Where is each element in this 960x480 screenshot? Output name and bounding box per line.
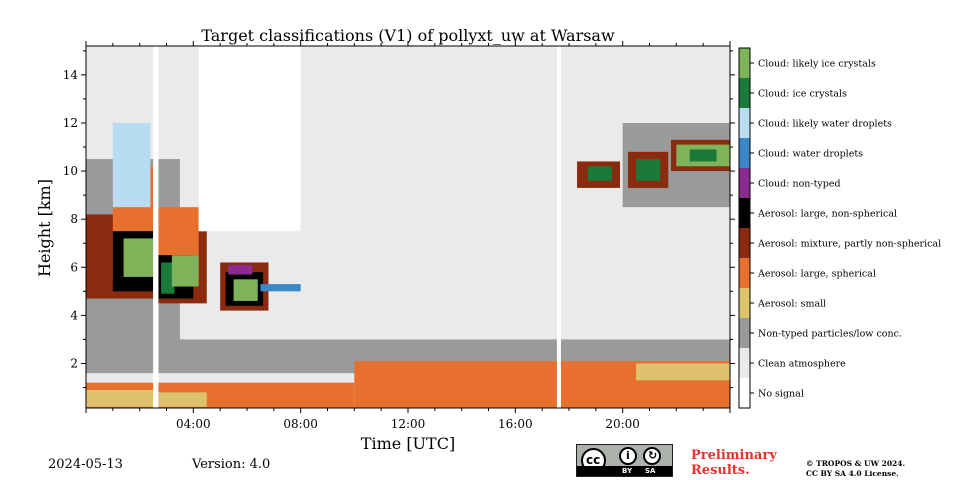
legend-label: Aerosol: mixture, partly non-spherical [757, 239, 941, 250]
y-tick-label: 2 [70, 357, 78, 371]
class-region-34 [198, 46, 301, 232]
legend-frame [738, 47, 751, 409]
footer-version: Version: 4.0 [192, 457, 271, 472]
class-region-9 [636, 363, 730, 381]
x-tick-label: 20:00 [605, 417, 640, 431]
attribution-icon: i [619, 447, 637, 465]
legend-label: Cloud: water droplets [758, 149, 863, 160]
x-tick-label: 16:00 [498, 417, 533, 431]
class-region-22 [233, 279, 258, 301]
class-region-13 [123, 238, 154, 277]
x-axis: 04:00 08:00 12:00 16:00 20:00 [85, 41, 731, 431]
legend-swatch [739, 108, 750, 138]
y-tick-label: 12 [63, 116, 78, 130]
legend-label: No signal [758, 389, 804, 400]
cc-by-label: BY [622, 467, 633, 475]
footer-date: 2024-05-13 [48, 457, 123, 472]
x-axis-label: Time [UTC] [361, 434, 455, 453]
y-tick-label: 6 [70, 260, 78, 274]
x-tick-label: 12:00 [391, 417, 426, 431]
legend-swatch [739, 168, 750, 198]
class-region-23 [228, 264, 253, 275]
preliminary-notice: Preliminary Results. [691, 448, 777, 478]
legend-label: Cloud: likely water droplets [758, 119, 892, 130]
legend-swatch [739, 288, 750, 318]
y-tick-label: 14 [63, 68, 79, 82]
heatmap-area [86, 46, 730, 408]
legend-label: Aerosol: large, spherical [757, 269, 876, 280]
legend-swatch [739, 348, 750, 378]
y-tick-label: 10 [63, 164, 78, 178]
legend-swatch [739, 48, 750, 78]
legend-colorbar: Cloud: likely ice crystals Cloud: ice cry… [738, 47, 941, 409]
legend-swatch [739, 378, 750, 408]
y-axis: 2 4 6 8 10 12 14 [63, 50, 735, 389]
class-region-26 [587, 166, 612, 181]
legend-swatch [739, 258, 750, 288]
share-alike-icon: ↻ [643, 447, 661, 465]
class-region-6 [86, 389, 154, 407]
class-region-24 [260, 284, 301, 292]
class-region-32 [153, 46, 159, 408]
legend-label: Cloud: ice crystals [758, 89, 847, 100]
class-region-14 [112, 122, 151, 208]
legend-label: Cloud: non-typed [758, 179, 841, 190]
cc-sa-label: SA [645, 467, 656, 475]
y-tick-label: 8 [70, 212, 78, 226]
legend-label: Aerosol: small [757, 299, 826, 310]
legend-swatch [739, 318, 750, 348]
y-tick-label: 4 [70, 308, 78, 322]
x-tick-label: 04:00 [176, 417, 211, 431]
class-region-16 [155, 207, 199, 256]
class-region-18 [161, 262, 175, 294]
cc-license-badge: cc i ↻ BY SA [576, 444, 673, 477]
chart-title: Target classifications (V1) of pollyxt_u… [201, 26, 615, 45]
y-axis-label: Height [km] [35, 179, 54, 277]
legend-swatch [739, 78, 750, 108]
legend-label: Non-typed particles/low conc. [758, 329, 902, 340]
legend-swatch [739, 228, 750, 258]
class-region-31 [689, 149, 717, 162]
x-tick-label: 08:00 [283, 417, 318, 431]
class-region-7 [158, 392, 207, 407]
legend-swatch [739, 138, 750, 168]
legend-label: Cloud: likely ice crystals [758, 59, 876, 70]
legend-label: Clean atmosphere [758, 359, 846, 370]
class-region-28 [636, 159, 661, 181]
copyright-notice: © TROPOS & UW 2024. CC BY SA 4.0 License… [806, 459, 906, 478]
class-region-19 [171, 255, 199, 287]
legend-label: Aerosol: large, non-spherical [757, 209, 897, 220]
class-region-33 [556, 46, 561, 408]
legend-swatch [739, 198, 750, 228]
